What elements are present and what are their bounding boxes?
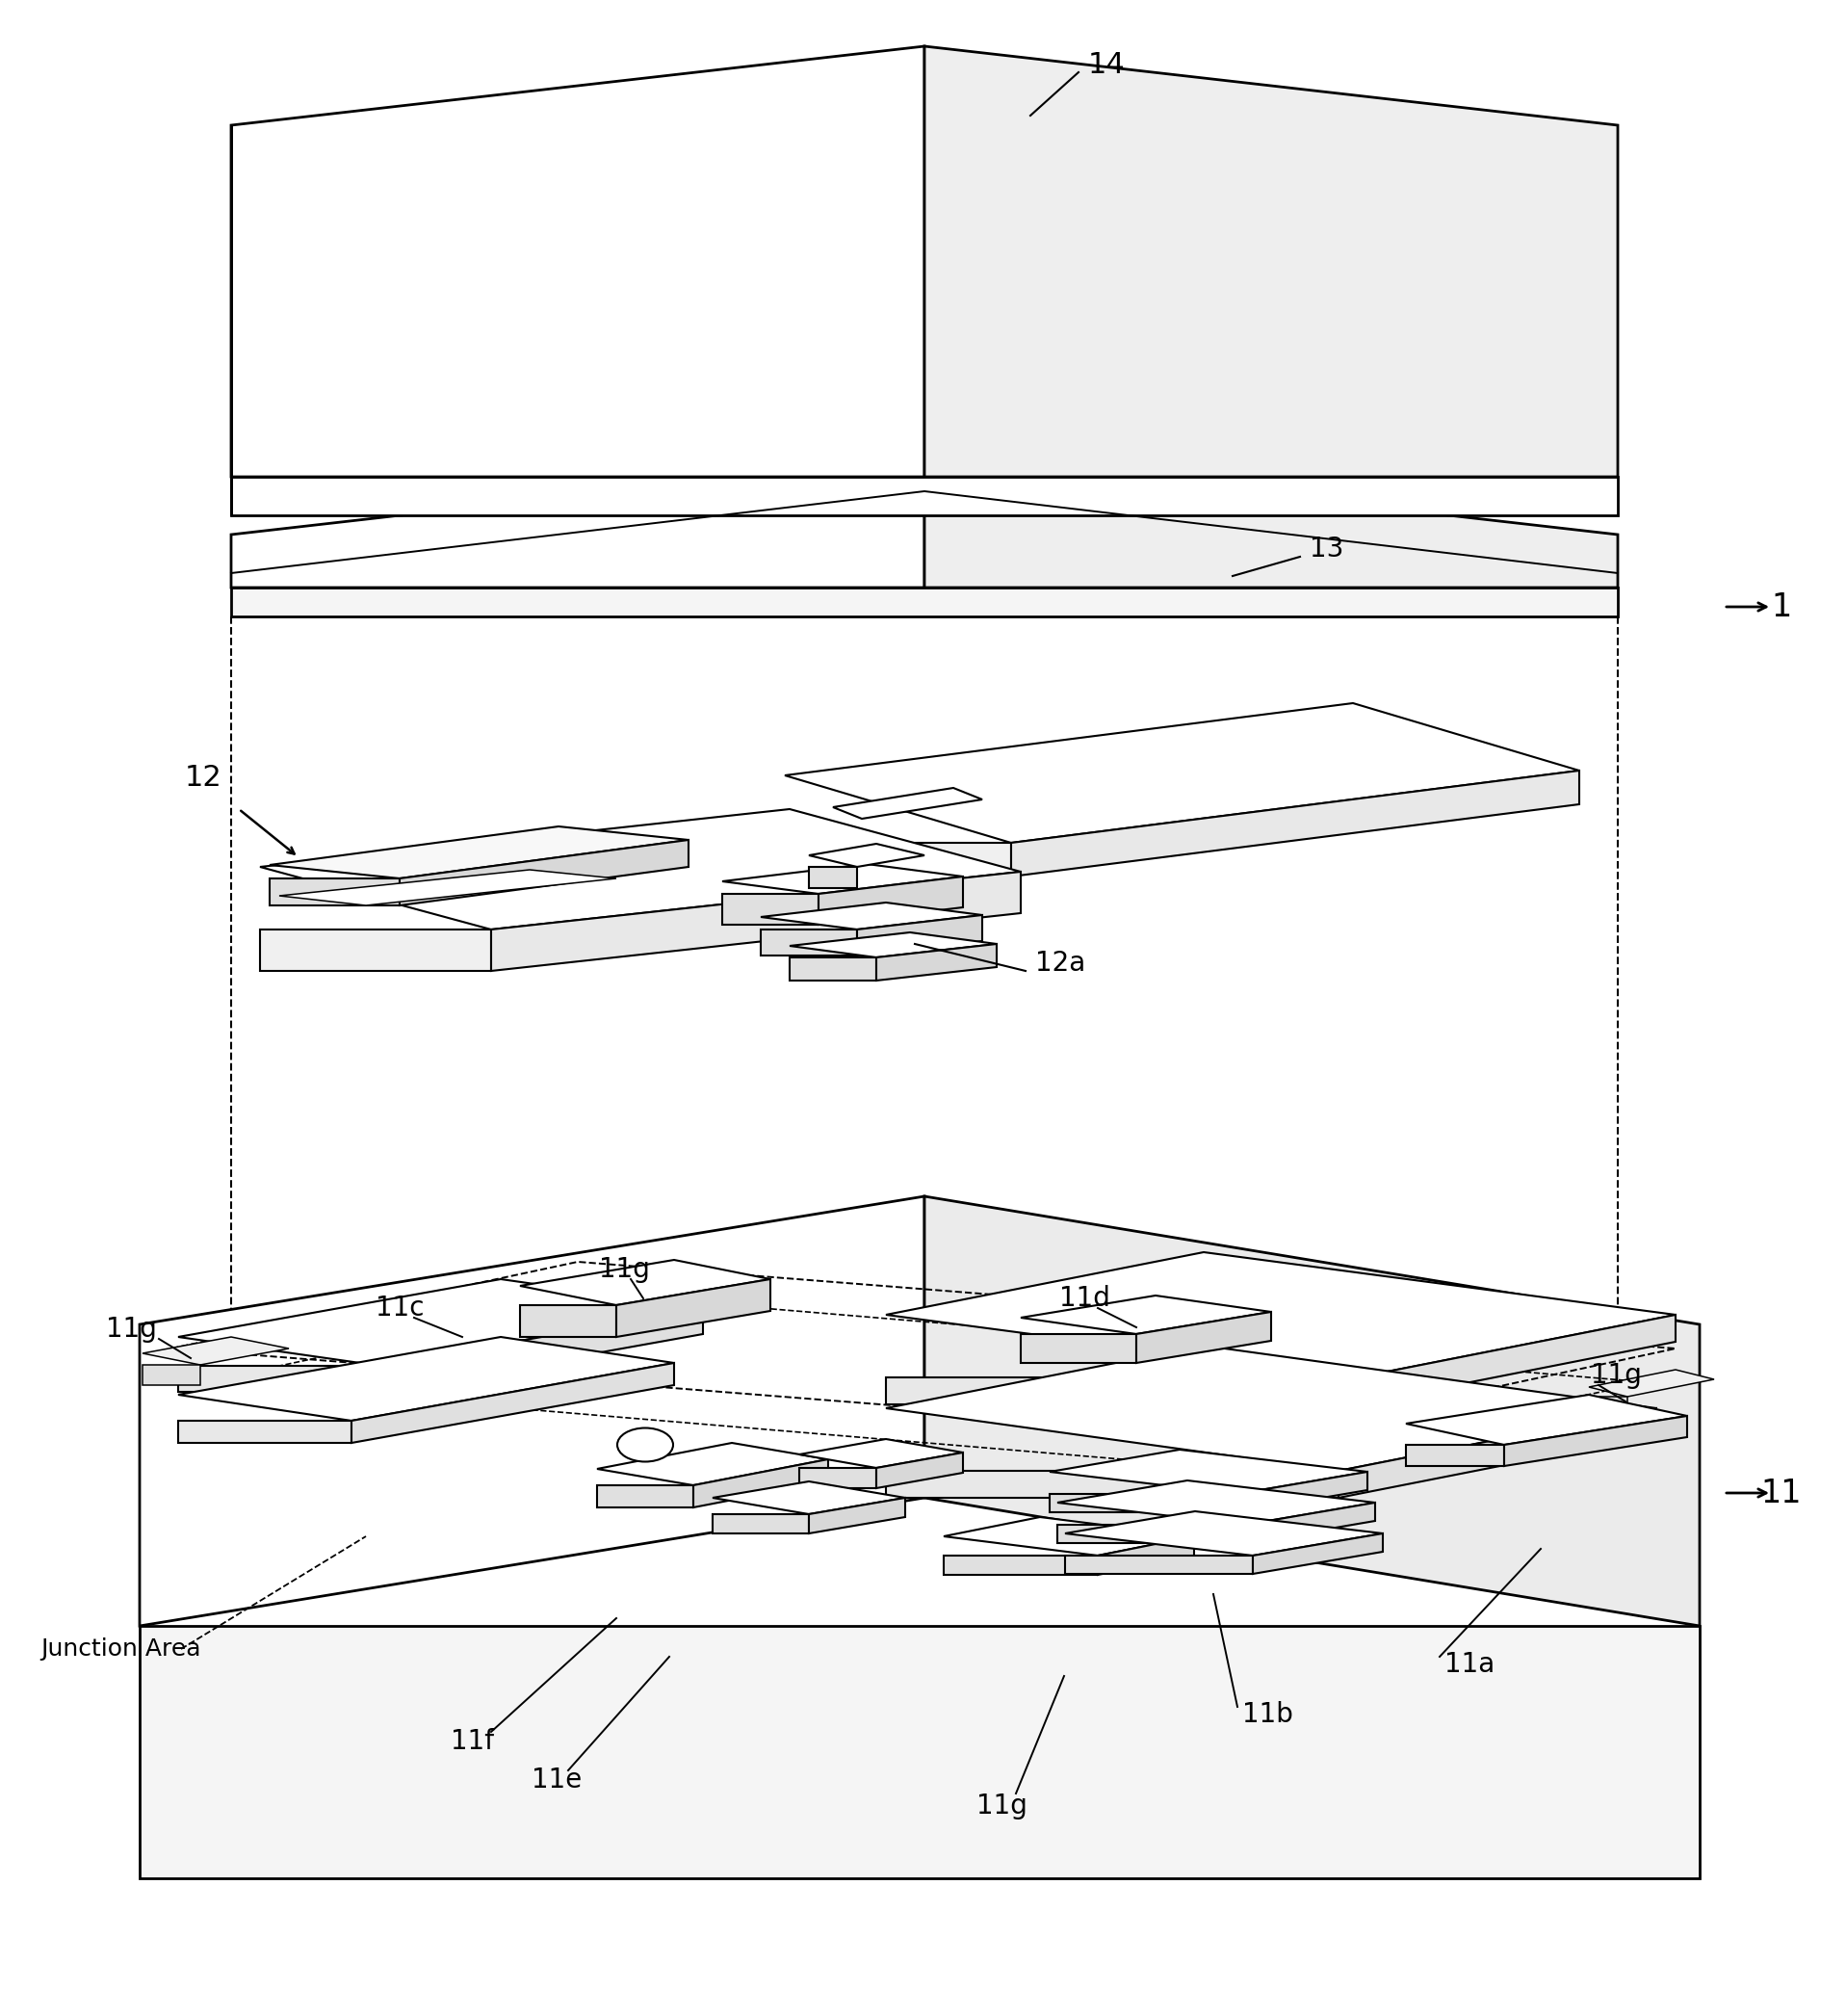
Polygon shape	[140, 1625, 1700, 1879]
Polygon shape	[886, 1377, 1359, 1405]
Text: 11c: 11c	[375, 1294, 425, 1322]
Text: 14: 14	[1087, 52, 1126, 79]
Text: 11f: 11f	[450, 1728, 493, 1756]
Text: 11g: 11g	[1591, 1363, 1641, 1389]
Text: 11a: 11a	[1444, 1651, 1495, 1677]
Text: 13: 13	[1309, 536, 1344, 562]
Polygon shape	[1058, 1524, 1244, 1542]
Polygon shape	[521, 1260, 770, 1304]
Polygon shape	[943, 1556, 1098, 1574]
Polygon shape	[790, 958, 877, 980]
Polygon shape	[1050, 1494, 1237, 1512]
Polygon shape	[877, 943, 997, 980]
Polygon shape	[1065, 1556, 1253, 1574]
Polygon shape	[925, 1195, 1700, 1625]
Polygon shape	[231, 478, 1617, 516]
Text: 12a: 12a	[1036, 950, 1085, 976]
Polygon shape	[231, 456, 925, 587]
Polygon shape	[799, 1468, 877, 1488]
Polygon shape	[231, 587, 1617, 617]
Polygon shape	[380, 1308, 703, 1391]
Polygon shape	[260, 929, 491, 972]
Polygon shape	[713, 1514, 809, 1534]
Ellipse shape	[617, 1427, 674, 1462]
Polygon shape	[785, 843, 1012, 877]
Polygon shape	[1338, 1409, 1656, 1498]
Polygon shape	[1244, 1502, 1375, 1542]
Polygon shape	[270, 827, 689, 879]
Text: 11g: 11g	[598, 1256, 650, 1282]
Text: 11g: 11g	[977, 1792, 1026, 1820]
Polygon shape	[491, 871, 1021, 972]
Polygon shape	[351, 1363, 674, 1443]
Polygon shape	[943, 1518, 1194, 1556]
Polygon shape	[399, 841, 689, 905]
Text: 12: 12	[185, 764, 222, 792]
Polygon shape	[1065, 1512, 1383, 1556]
Polygon shape	[1012, 770, 1580, 877]
Polygon shape	[142, 1337, 288, 1365]
Polygon shape	[260, 808, 1021, 929]
Polygon shape	[521, 1304, 617, 1337]
Polygon shape	[596, 1443, 829, 1486]
Polygon shape	[1137, 1312, 1272, 1363]
Polygon shape	[799, 1439, 964, 1468]
Polygon shape	[1050, 1450, 1368, 1494]
Polygon shape	[694, 1460, 829, 1508]
Text: 11: 11	[1761, 1478, 1802, 1508]
Polygon shape	[761, 929, 857, 956]
Polygon shape	[833, 788, 982, 818]
Text: 11b: 11b	[1242, 1702, 1294, 1728]
Polygon shape	[1407, 1395, 1687, 1445]
Polygon shape	[1237, 1472, 1368, 1512]
Polygon shape	[179, 1421, 351, 1443]
Polygon shape	[279, 869, 617, 905]
Polygon shape	[785, 704, 1580, 843]
Polygon shape	[818, 877, 964, 925]
Text: 1: 1	[1772, 591, 1792, 623]
Polygon shape	[142, 1365, 201, 1385]
Polygon shape	[886, 1252, 1676, 1377]
Polygon shape	[713, 1482, 905, 1514]
Polygon shape	[1021, 1296, 1272, 1335]
Polygon shape	[1407, 1445, 1504, 1466]
Text: 11g: 11g	[105, 1316, 157, 1343]
Polygon shape	[596, 1486, 694, 1508]
Polygon shape	[1504, 1415, 1687, 1466]
Polygon shape	[270, 879, 399, 905]
Polygon shape	[1098, 1536, 1194, 1574]
Polygon shape	[925, 46, 1617, 478]
Polygon shape	[761, 903, 982, 929]
Polygon shape	[1021, 1335, 1137, 1363]
Polygon shape	[1589, 1369, 1715, 1397]
Polygon shape	[617, 1278, 770, 1337]
Polygon shape	[925, 456, 1617, 587]
Text: 11e: 11e	[532, 1766, 581, 1794]
Polygon shape	[722, 893, 818, 925]
Polygon shape	[809, 867, 857, 889]
Polygon shape	[1253, 1534, 1383, 1574]
Polygon shape	[140, 1195, 925, 1625]
Polygon shape	[179, 1365, 380, 1391]
Polygon shape	[1359, 1314, 1676, 1405]
Polygon shape	[877, 1452, 964, 1488]
Polygon shape	[1058, 1480, 1375, 1524]
Polygon shape	[179, 1278, 703, 1365]
Polygon shape	[790, 931, 997, 958]
Polygon shape	[809, 1498, 905, 1534]
Text: Junction Area: Junction Area	[41, 1637, 201, 1661]
Polygon shape	[857, 915, 982, 956]
Polygon shape	[179, 1337, 674, 1421]
Polygon shape	[886, 1472, 1338, 1498]
Polygon shape	[886, 1345, 1656, 1472]
Polygon shape	[722, 865, 964, 893]
Text: 11d: 11d	[1060, 1284, 1109, 1312]
Polygon shape	[809, 845, 925, 867]
Polygon shape	[1589, 1397, 1628, 1417]
Polygon shape	[231, 46, 925, 478]
